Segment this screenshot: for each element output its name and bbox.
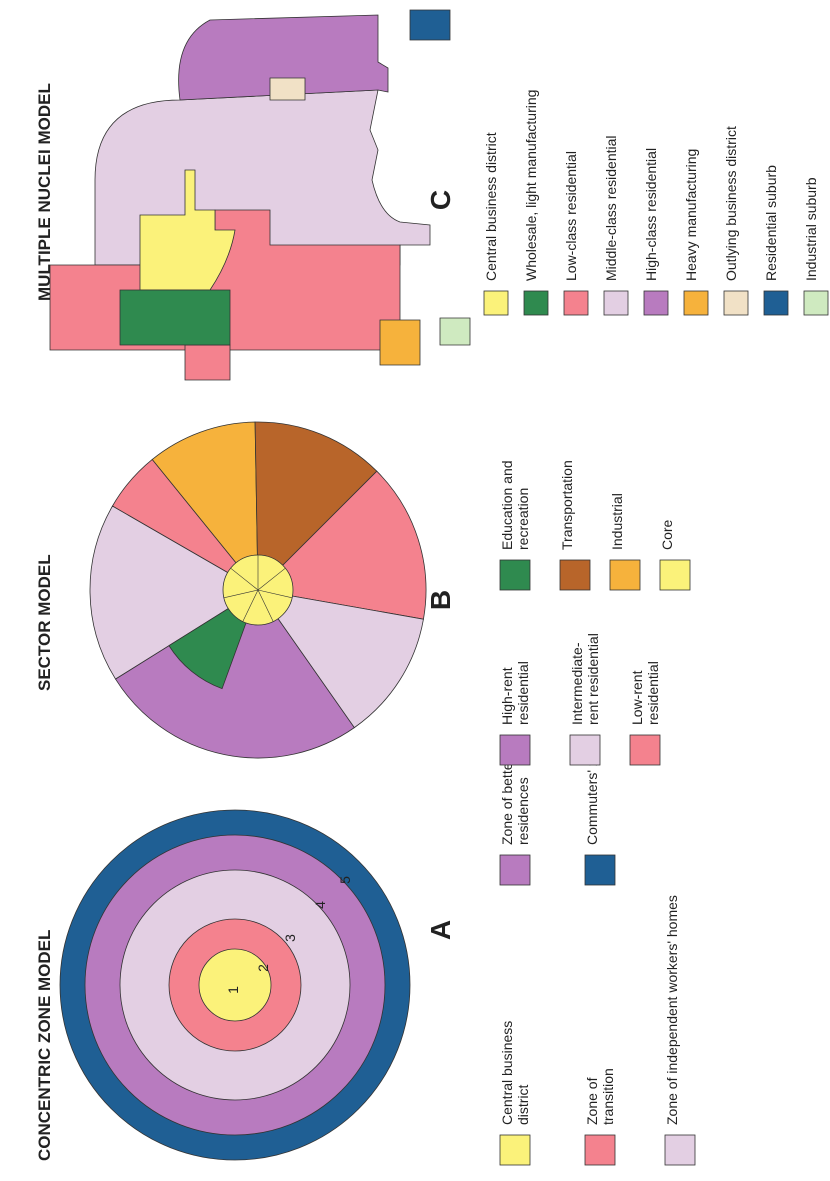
sector (254, 421, 378, 591)
legend-swatch (664, 1134, 696, 1166)
legend-label: Low-class residential (563, 151, 579, 281)
land-use-area (269, 77, 306, 101)
legend-label: Heavy manufacturing (683, 149, 699, 281)
core-divider (257, 589, 293, 599)
panel-letter: B (425, 590, 456, 610)
legend-swatch (659, 559, 691, 591)
legend-label: Outlying business district (723, 126, 739, 281)
zone-ring (198, 948, 272, 1022)
panel-letter: A (425, 920, 456, 940)
ring-number: 5 (337, 876, 353, 884)
legend-label: transition (600, 1068, 616, 1125)
legend-swatch (499, 1134, 531, 1166)
legend-swatch (523, 290, 549, 316)
legend-label: district (515, 1084, 531, 1125)
legend-label: Central business district (483, 132, 499, 281)
legend-swatch (559, 559, 591, 591)
legend-label: Education and (499, 460, 515, 550)
land-use-area (379, 319, 421, 366)
sector (257, 470, 427, 620)
land-use-area (439, 317, 471, 346)
legend-swatch (763, 290, 789, 316)
legend-swatch (563, 290, 589, 316)
legend-label: High-class residential (643, 148, 659, 281)
legend-label: Residential suburb (763, 165, 779, 281)
legend-label: residential (515, 661, 531, 725)
legend-label: Wholesale, light manufacturing (523, 90, 539, 281)
legend-label: High-rent (499, 667, 515, 725)
legend-label: Zone of better (499, 757, 515, 845)
sector (151, 421, 259, 592)
legend-label: Middle-class residential (603, 135, 619, 281)
legend-label: Zone of independent workers' homes (664, 895, 680, 1125)
legend-label: residential (645, 661, 661, 725)
legend-label: Core (659, 519, 675, 550)
legend-swatch (499, 854, 531, 886)
legend-swatch (584, 1134, 616, 1166)
core-divider (242, 589, 259, 622)
land-use-area (119, 289, 231, 346)
legend-swatch (569, 734, 601, 766)
core-divider (257, 589, 274, 622)
land-use-area (178, 14, 389, 101)
panel-title: SECTOR MODEL (35, 554, 54, 691)
legend-swatch (584, 854, 616, 886)
legend-label: residences (515, 777, 531, 845)
panel-letter: C (425, 190, 456, 210)
legend-label: Zone of (584, 1077, 600, 1125)
core-divider (230, 567, 259, 591)
legend-swatch (803, 290, 829, 316)
nuclei-shapes (49, 9, 471, 381)
ring-number: 4 (312, 901, 328, 909)
legend-label: recreation (515, 488, 531, 550)
land-use-area (184, 344, 231, 381)
legend-label: Industrial suburb (803, 177, 819, 281)
ring-number: 1 (225, 986, 241, 994)
rotated-content: CONCENTRIC ZONE MODEL A SECTOR MODEL B MULTI… (35, 83, 829, 1166)
core-divider (257, 567, 286, 591)
ring-number: 3 (282, 934, 298, 942)
legend-swatch (609, 559, 641, 591)
legend-label: Transportation (559, 460, 575, 550)
legend-swatch (643, 290, 669, 316)
legend-swatch (483, 290, 509, 316)
legend-label: Industrial (609, 493, 625, 550)
sector (257, 589, 424, 729)
sector (89, 505, 259, 680)
legend-label: Intermediate- (569, 642, 585, 725)
legend-swatch (723, 290, 749, 316)
legend-swatch (683, 290, 709, 316)
legend-label: Central business (499, 1021, 515, 1125)
panel-title: CONCENTRIC ZONE MODEL (35, 930, 54, 1161)
legend-label: rent residential (585, 633, 601, 725)
legend-swatch (499, 559, 531, 591)
ring-number: 2 (255, 964, 271, 972)
legend-swatch (499, 734, 531, 766)
legend-swatch (629, 734, 661, 766)
core-divider (223, 589, 259, 599)
panel-title: MULTIPLE NUCLEI MODEL (35, 83, 54, 301)
legend-swatch (603, 290, 629, 316)
legend-label: Low-rent (629, 670, 645, 725)
land-use-area (409, 9, 451, 41)
sector (114, 589, 355, 759)
